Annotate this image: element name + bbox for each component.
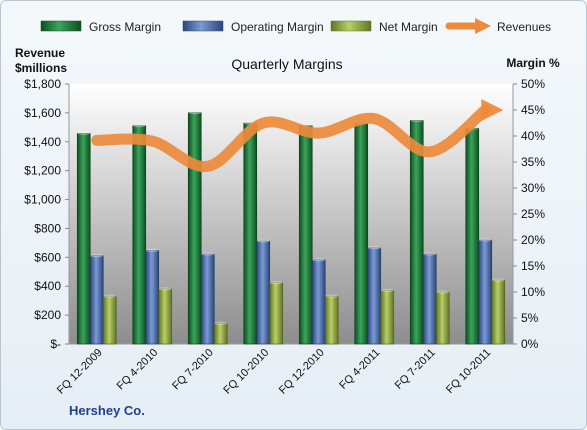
- operating-margin-bar-cap: [90, 254, 104, 258]
- gross-margin-bar-cap: [188, 111, 202, 115]
- left-tick-label: $600: [34, 250, 61, 264]
- net-margin-bar: [269, 282, 284, 345]
- right-tick-label: 40%: [521, 129, 545, 143]
- left-tick-label: $1,800: [24, 77, 61, 91]
- x-tick-label: FQ 4-2011: [337, 347, 382, 392]
- operating-margin-bar: [478, 239, 493, 345]
- right-tick-label: 0%: [521, 337, 539, 351]
- right-tick-label: 15%: [521, 259, 545, 273]
- legend-label-revenues: Revenues: [497, 20, 551, 34]
- legend-label-net-margin: Net Margin: [379, 20, 438, 34]
- x-tick-label: FQ 12-2010: [277, 347, 327, 397]
- operating-margin-bar-cap: [145, 248, 159, 252]
- chart-title: Quarterly Margins: [231, 56, 342, 72]
- operating-margin-bar: [367, 247, 382, 345]
- left-tick-label: $800: [34, 221, 61, 235]
- bars: [76, 111, 506, 345]
- net-margin-bar-cap: [491, 278, 505, 282]
- left-tick-label: $-: [50, 337, 61, 351]
- operating-margin-bar-cap: [478, 238, 492, 242]
- operating-margin-bar: [200, 253, 215, 345]
- left-tick-label: $1,200: [24, 164, 61, 178]
- net-margin-bar-cap: [158, 287, 172, 291]
- legend-item-net-margin: Net Margin: [330, 20, 438, 34]
- gross-margin-bar: [187, 112, 202, 345]
- right-tick-label: 30%: [521, 181, 545, 195]
- net-margin-bar-cap: [269, 281, 283, 285]
- net-margin-bar: [324, 295, 339, 345]
- revenues-line: [91, 104, 491, 172]
- gross-margin-bar-cap: [410, 118, 424, 122]
- operating-margin-bar-cap: [201, 252, 215, 256]
- x-tick-label: FQ 7-2010: [170, 347, 216, 393]
- legend-item-operating-margin: Operating Margin: [182, 20, 324, 34]
- legend: Gross Margin Operating Margin Net Margin…: [40, 18, 551, 34]
- legend-item-gross-margin: Gross Margin: [40, 20, 161, 34]
- x-tick-label: FQ 12-2009: [55, 347, 105, 397]
- left-tick-label: $1,000: [24, 193, 61, 207]
- operating-margin-bar-cap: [312, 258, 326, 262]
- net-margin-bar: [380, 290, 395, 345]
- gross-margin-bar: [76, 133, 91, 345]
- net-margin-bar: [213, 322, 228, 345]
- operating-margin-bar-cap: [423, 252, 437, 256]
- right-tick-label: 25%: [521, 207, 545, 221]
- gross-margin-bar: [243, 122, 258, 345]
- net-margin-bar-cap: [325, 294, 339, 298]
- net-margin-bar: [102, 295, 117, 345]
- x-tick-label: FQ 7-2011: [393, 347, 438, 392]
- net-margin-bar: [491, 279, 506, 345]
- net-margin-bar-cap: [380, 288, 394, 293]
- gross-margin-bar: [465, 127, 480, 345]
- operating-margin-bar: [422, 253, 437, 345]
- right-axis-ticks: 0% 5% 10% 15% 20% 25% 30% 35% 40% 45% 50%: [513, 77, 545, 351]
- left-axis-ticks: $- $200 $400 $600 $800 $1,000 $1,200 $1,400 $1,6…: [24, 77, 69, 351]
- left-axis-title-line1: Revenue: [15, 46, 65, 60]
- right-tick-label: 50%: [521, 77, 545, 91]
- x-tick-label: FQ 10-2011: [444, 347, 493, 396]
- right-tick-label: 45%: [521, 103, 545, 117]
- left-tick-label: $1,400: [24, 135, 61, 149]
- x-axis-labels: FQ 12-2009 FQ 4-2010 FQ 7-2010 FQ 10-2010 FQ…: [55, 347, 493, 397]
- left-axis-title-line2: $millions: [15, 61, 67, 75]
- gross-margin-bar: [132, 125, 147, 345]
- gross-margin-bar: [409, 120, 424, 345]
- operating-margin-bar-cap: [256, 239, 270, 243]
- x-tick-label: FQ 10-2010: [221, 347, 271, 397]
- net-margin-bar: [158, 288, 173, 345]
- operating-margin-bar: [89, 255, 104, 345]
- revenues-arrowhead: [481, 99, 504, 121]
- operating-margin-bar: [256, 240, 271, 345]
- revenue-line: [91, 99, 504, 172]
- right-tick-label: 5%: [521, 311, 539, 325]
- operating-margin-bar: [145, 250, 160, 345]
- left-tick-label: $200: [34, 308, 61, 322]
- legend-label-operating-margin: Operating Margin: [231, 20, 324, 34]
- gross-margin-bar: [298, 125, 313, 345]
- company-name: Hershey Co.: [69, 403, 145, 418]
- operating-margin-bar-cap: [367, 246, 381, 250]
- gross-margin-bar-cap: [132, 124, 146, 128]
- net-margin-bar-cap: [436, 290, 450, 294]
- left-tick-label: $400: [34, 279, 61, 293]
- net-margin-bar: [435, 291, 450, 345]
- right-tick-label: 20%: [521, 233, 545, 247]
- net-margin-bar-cap: [214, 321, 228, 325]
- x-tick-label: FQ 4-2010: [115, 347, 161, 393]
- gross-margin-bar-cap: [77, 131, 91, 135]
- operating-margin-bar: [311, 259, 326, 345]
- right-axis-title: Margin %: [506, 56, 560, 70]
- right-tick-label: 10%: [521, 285, 545, 299]
- right-tick-label: 35%: [521, 155, 545, 169]
- legend-item-revenues: Revenues: [445, 18, 551, 34]
- net-margin-bar-cap: [103, 294, 117, 298]
- left-tick-label: $1,600: [24, 106, 61, 120]
- gross-margin-bar: [354, 122, 369, 345]
- legend-label-gross-margin: Gross Margin: [89, 20, 161, 34]
